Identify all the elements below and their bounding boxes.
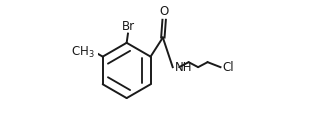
Text: CH$_3$: CH$_3$ xyxy=(71,45,95,60)
Text: Br: Br xyxy=(121,20,134,33)
Text: Cl: Cl xyxy=(222,61,234,74)
Text: O: O xyxy=(160,5,169,18)
Text: NH: NH xyxy=(175,61,192,74)
